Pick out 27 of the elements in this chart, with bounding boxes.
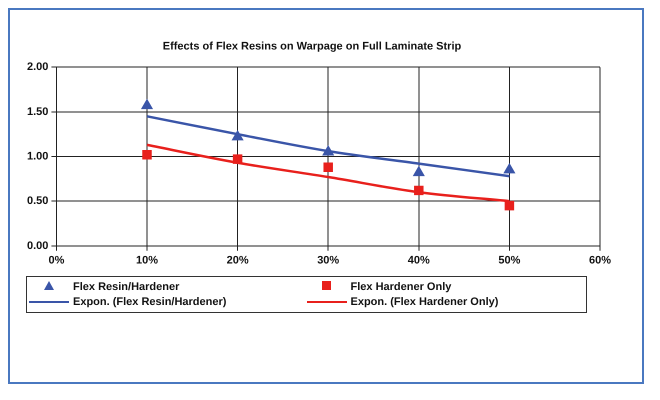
x-tick-label: 40%: [408, 254, 430, 266]
point: [413, 166, 424, 176]
y-tick-label: 0.00: [26, 240, 48, 252]
point: [142, 150, 152, 160]
point: [322, 146, 334, 156]
point: [323, 162, 333, 172]
x-tick-label: 0%: [48, 254, 65, 266]
y-tick-label: 1.50: [26, 106, 48, 118]
x-tick-label: 10%: [136, 254, 158, 266]
y-tick-label: 1.00: [26, 150, 48, 163]
legend-label: Expon. (Flex Hardener Only): [350, 296, 498, 308]
legend-label: Flex Resin/Hardener: [73, 281, 180, 293]
x-tick-label: 30%: [317, 254, 340, 266]
legend-label: Expon. (Flex Resin/Hardener): [73, 296, 226, 308]
x-tick-label: 60%: [588, 254, 612, 266]
x-tick-label: 50%: [498, 254, 521, 266]
chart-title: Effects of Flex Resins on Warpage on Full Laminate Strip: [162, 40, 462, 53]
point: [504, 200, 514, 210]
point: [414, 186, 424, 196]
legend-label: Flex Hardener Only: [350, 281, 452, 293]
x-tick-label: 20%: [226, 254, 249, 266]
point: [504, 163, 516, 174]
point: [232, 130, 244, 140]
y-tick-label: 2.00: [26, 61, 48, 74]
point: [232, 154, 242, 164]
y-tick-label: 0.50: [26, 195, 48, 208]
point: [141, 99, 153, 110]
